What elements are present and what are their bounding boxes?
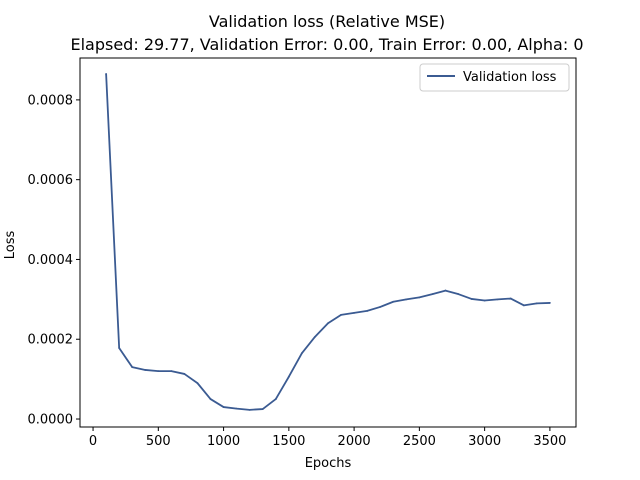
x-tick-label: 500 <box>146 434 171 449</box>
x-tick-label: 0 <box>89 434 97 449</box>
data-point <box>248 408 251 411</box>
data-point <box>222 406 225 408</box>
y-tick-label: 0.0000 <box>28 413 74 428</box>
chart-subtitle: Elapsed: 29.77, Validation Error: 0.00, … <box>70 35 583 54</box>
data-point <box>470 298 473 300</box>
y-tick-label: 0.0008 <box>28 93 74 108</box>
x-axis-label: Epochs <box>305 456 352 471</box>
data-point <box>183 373 186 375</box>
data-point <box>157 370 160 373</box>
data-point <box>457 293 460 296</box>
data-point <box>392 300 395 303</box>
series-line-validation-loss <box>105 73 550 411</box>
chart-title: Validation loss (Relative MSE) <box>209 12 445 31</box>
y-axis: 0.0000 0.0002 0.0004 0.0006 0.0008 <box>28 93 80 428</box>
data-point <box>105 73 108 75</box>
data-point <box>170 370 173 373</box>
data-point <box>261 408 264 410</box>
data-point <box>405 298 408 301</box>
y-tick-label: 0.0006 <box>28 173 74 188</box>
data-point <box>522 304 525 307</box>
data-point <box>444 289 447 292</box>
y-tick-label: 0.0004 <box>28 253 74 268</box>
series-layer <box>105 73 551 411</box>
data-point <box>548 302 551 304</box>
x-tick-label: 1500 <box>272 434 305 449</box>
data-point <box>287 375 290 378</box>
y-tick-label: 0.0002 <box>28 333 74 348</box>
data-point <box>366 310 369 312</box>
data-point <box>314 335 316 338</box>
data-point <box>327 322 329 325</box>
data-point <box>340 314 342 316</box>
data-point <box>535 302 538 305</box>
x-tick-label: 1000 <box>207 434 240 449</box>
data-point <box>196 382 199 385</box>
data-point <box>118 347 121 349</box>
x-tick-label: 3500 <box>533 434 566 449</box>
data-point <box>144 369 147 371</box>
x-tick-label: 3000 <box>468 434 501 449</box>
data-point <box>509 297 512 300</box>
x-tick-label: 2500 <box>403 434 436 449</box>
data-point <box>209 398 212 400</box>
data-point <box>300 352 303 355</box>
data-point <box>274 398 277 400</box>
y-axis-label: Loss <box>3 231 18 260</box>
data-point <box>483 299 486 302</box>
x-tick-label: 2000 <box>338 434 371 449</box>
data-point <box>379 306 382 308</box>
legend-label-validation-loss: Validation loss <box>463 70 557 85</box>
legend: Validation loss <box>419 63 570 92</box>
data-point <box>418 296 421 299</box>
plot-frame <box>79 57 577 428</box>
data-point <box>235 407 238 410</box>
x-axis: 0 500 1000 1500 2000 2500 3000 3500 <box>89 427 566 449</box>
data-point <box>131 366 134 369</box>
data-point <box>496 298 499 301</box>
legend-box <box>419 63 570 92</box>
data-point <box>353 312 356 314</box>
data-point <box>431 293 434 296</box>
